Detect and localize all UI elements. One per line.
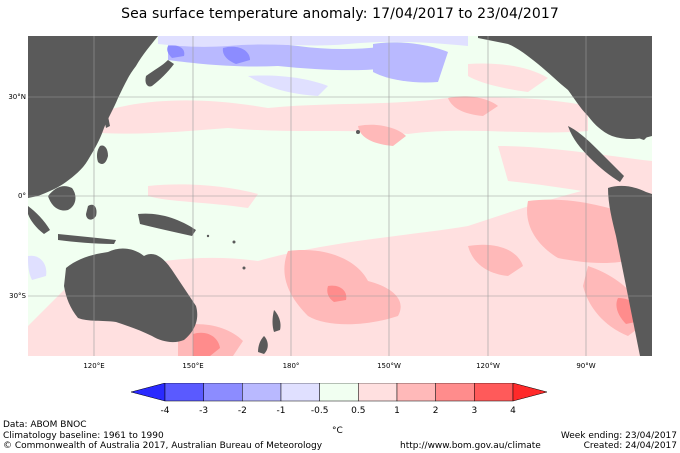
land-java bbox=[58, 234, 116, 244]
colorbar-segment bbox=[512, 382, 548, 402]
colorbar-segment bbox=[358, 382, 398, 402]
copyright-text: © Commonwealth of Australia 2017, Austra… bbox=[3, 441, 323, 451]
colorbar-segment bbox=[280, 382, 320, 402]
cool-anomaly-light bbox=[28, 36, 468, 280]
colorbar-segment bbox=[396, 382, 436, 402]
land-central-america bbox=[568, 126, 624, 182]
colorbar-tick-label: -2 bbox=[238, 406, 247, 416]
colorbar-segment bbox=[474, 382, 514, 402]
colorbar-tick-label: 4 bbox=[510, 406, 516, 416]
land-new-guinea bbox=[138, 213, 196, 236]
land-australia bbox=[64, 248, 198, 343]
lon-label-150e: 150°E bbox=[182, 362, 204, 370]
lat-label-30s: 30°S bbox=[9, 292, 26, 300]
land-philippines bbox=[96, 145, 108, 164]
sst-anomaly-map bbox=[28, 36, 652, 356]
lon-label-180: 180° bbox=[282, 362, 300, 370]
baseline-text: Climatology baseline: 1961 to 1990 bbox=[3, 430, 164, 441]
lat-label-30n: 30°N bbox=[8, 93, 26, 101]
lon-label-120w: 120°W bbox=[476, 362, 500, 370]
colorbar-legend: -4 -3 -2 -1 -0.5 0.5 1 2 3 4 bbox=[130, 382, 548, 423]
colorbar-tick-label: -3 bbox=[199, 406, 208, 416]
land-taiwan bbox=[104, 116, 110, 128]
cool-anomaly-medium bbox=[168, 38, 448, 83]
map-canvas bbox=[28, 36, 652, 356]
colorbar-segment bbox=[203, 382, 243, 402]
graticule bbox=[28, 36, 652, 356]
land-japan bbox=[145, 60, 174, 87]
colorbar-unit: °C bbox=[332, 426, 343, 436]
land-hawaii bbox=[356, 130, 360, 134]
source-url[interactable]: http://www.bom.gov.au/climate bbox=[400, 441, 541, 451]
colorbar-segment bbox=[435, 382, 475, 402]
land-sumatra bbox=[28, 206, 50, 234]
footer-credits: Data: ABOM BNOC Climatology baseline: 19… bbox=[3, 420, 322, 452]
land-masses bbox=[28, 36, 652, 356]
lat-label-equator: 0° bbox=[18, 192, 26, 200]
colorbar-tick-label: 1 bbox=[394, 406, 400, 416]
land-north-america bbox=[478, 36, 652, 139]
colorbar-segment bbox=[319, 382, 359, 402]
land-cuba bbox=[628, 131, 648, 140]
colorbar-tick-label: -0.5 bbox=[311, 406, 329, 416]
land-borneo bbox=[48, 186, 76, 211]
colorbar-segment bbox=[164, 382, 204, 402]
colorbar-tick-label: 3 bbox=[471, 406, 477, 416]
week-ending-text: Week ending: 23/04/2017 bbox=[560, 430, 677, 441]
lon-label-150w: 150°W bbox=[377, 362, 401, 370]
data-source-text: Data: ABOM BNOC bbox=[3, 420, 87, 430]
colorbar-tick-label: -4 bbox=[161, 406, 170, 416]
colorbar-tick-label: 2 bbox=[433, 406, 439, 416]
land-nz-south bbox=[258, 336, 268, 354]
cool-anomaly-strong bbox=[167, 45, 250, 64]
lon-label-120e: 120°E bbox=[83, 362, 105, 370]
colorbar-tick-label: -1 bbox=[277, 406, 286, 416]
created-text: Created: 24/04/2017 bbox=[583, 441, 677, 451]
land-nz-north bbox=[272, 310, 281, 332]
colorbar-segment bbox=[242, 382, 282, 402]
map-title: Sea surface temperature anomaly: 17/04/2… bbox=[121, 6, 559, 22]
footer-dates: Week ending: 23/04/2017 Created: 24/04/2… bbox=[561, 420, 677, 452]
land-south-america bbox=[608, 185, 652, 356]
colorbar-segment bbox=[130, 382, 166, 402]
colorbar-svg: -4 -3 -2 -1 -0.5 0.5 1 2 3 4 bbox=[130, 382, 548, 416]
lon-label-90w: 90°W bbox=[576, 362, 596, 370]
land-asia bbox=[28, 36, 158, 198]
colorbar-tick-label: 0.5 bbox=[351, 406, 365, 416]
